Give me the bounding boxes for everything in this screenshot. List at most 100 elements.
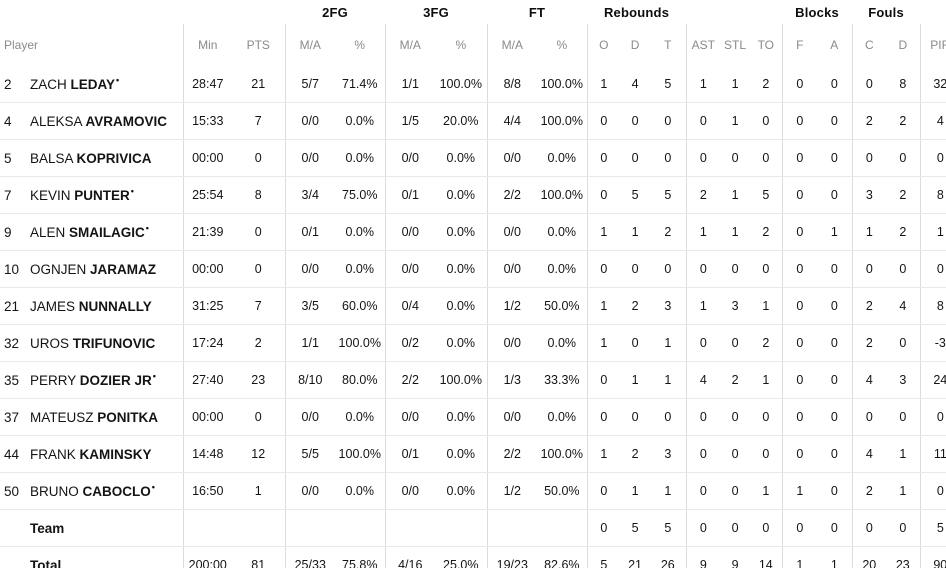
cell-pts xyxy=(232,509,285,547)
cell-min: 25:54 xyxy=(182,176,232,214)
cell-2fg-pct: 75.0% xyxy=(335,176,386,214)
jersey-number: 21 xyxy=(4,298,20,314)
cell-min: 15:33 xyxy=(182,102,232,140)
team-row: Team 0 5 5 0 0 0 0 0 0 0 5 xyxy=(0,509,946,547)
cell-blk-a: 1 xyxy=(817,213,853,251)
player-last-name: CABOCLO xyxy=(82,483,151,499)
cell-reb-t: 5 xyxy=(650,66,687,103)
cell-reb-d: 2 xyxy=(620,287,651,325)
player-last-name: PUNTER xyxy=(74,187,130,203)
cell-blk-f: 0 xyxy=(781,435,818,473)
cell-stl: 1 xyxy=(720,176,751,214)
cell-reb-t: 0 xyxy=(650,102,687,140)
cell-foul-c: 0 xyxy=(851,139,887,177)
cell-to: 2 xyxy=(750,213,783,251)
player-name-cell: 9 ALEN SMAILAGIC• xyxy=(0,213,183,251)
cell-3fg-pct: 0.0% xyxy=(435,213,488,251)
table-header: 2FG 3FG FT Rebounds Blocks Fouls Player Min PTS… xyxy=(0,0,946,66)
cell-ft-pct: 0.0% xyxy=(537,324,588,362)
cell-pir: 4 xyxy=(919,102,946,140)
cell-reb-d: 0 xyxy=(620,324,651,362)
column-header-stl: STL xyxy=(724,38,747,52)
cell-2fg-pct: 71.4% xyxy=(335,66,386,103)
column-header-blk-f: F xyxy=(781,24,818,66)
cell-3fg-pct: 0.0% xyxy=(435,139,488,177)
cell-pir: 32 xyxy=(919,66,946,103)
cell-reb-d: 0 xyxy=(620,139,651,177)
cell-ft-pct: 33.3% xyxy=(537,361,588,399)
cell-stl: 2 xyxy=(720,361,751,399)
cell-ft-pct: 0.0% xyxy=(537,250,588,288)
player-first-name: MATEUSZ xyxy=(30,409,98,425)
cell-3fg-pct: 25.0% xyxy=(435,546,488,568)
cell-ft-pct: 0.0% xyxy=(537,139,588,177)
cell-2fg-pct: 0.0% xyxy=(335,398,386,436)
cell-blk-f: 0 xyxy=(781,324,818,362)
column-header-2fg-ma: M/A xyxy=(284,24,335,66)
cell-foul-c: 2 xyxy=(851,324,887,362)
cell-blk-f: 0 xyxy=(781,361,818,399)
cell-reb-o: 0 xyxy=(586,472,621,510)
player-row: 2 ZACH LEDAY• 28:47 21 5/7 71.4% 1/1 100.0% 8/8 1… xyxy=(0,66,946,103)
player-name-cell: 10 OGNJEN JARAMAZ xyxy=(0,250,183,288)
player-last-name: DOZIER JR xyxy=(79,372,152,388)
jersey-number: 37 xyxy=(4,409,20,425)
cell-pts: 7 xyxy=(232,102,285,140)
cell-2fg-ma: 3/5 xyxy=(284,287,335,325)
cell-blk-a: 0 xyxy=(817,509,853,547)
cell-foul-d: 2 xyxy=(886,213,921,251)
cell-2fg-ma: 3/4 xyxy=(284,176,335,214)
player-first-name: ALEKSA xyxy=(30,113,86,129)
column-header-pts: PTS xyxy=(246,38,270,52)
cell-blk-a: 0 xyxy=(817,361,853,399)
player-first-name: OGNJEN xyxy=(30,261,91,277)
cell-ast: 0 xyxy=(685,435,721,473)
cell-blk-f: 0 xyxy=(781,287,818,325)
cell-foul-d: 4 xyxy=(886,287,921,325)
cell-foul-d: 3 xyxy=(886,361,921,399)
cell-ft-ma: 19/23 xyxy=(486,546,538,568)
cell-2fg-ma: 0/0 xyxy=(284,139,335,177)
cell-reb-t: 3 xyxy=(650,287,687,325)
cell-pir: 0 xyxy=(919,250,946,288)
cell-reb-d: 2 xyxy=(620,435,651,473)
cell-stl: 1 xyxy=(720,66,751,103)
cell-ast: 0 xyxy=(685,472,721,510)
cell-stl: 0 xyxy=(720,398,751,436)
player-first-name: ZACH xyxy=(30,76,71,92)
cell-reb-d: 5 xyxy=(620,176,651,214)
cell-2fg-pct: 60.0% xyxy=(335,287,386,325)
cell-reb-o: 0 xyxy=(586,398,621,436)
cell-ft-ma: 0/0 xyxy=(486,398,538,436)
cell-min: 17:24 xyxy=(182,324,232,362)
cell-reb-d: 4 xyxy=(620,66,651,103)
column-header-2fg-pct: % xyxy=(354,38,366,52)
team-label-cell: Team xyxy=(0,509,183,547)
cell-2fg-pct: 80.0% xyxy=(335,361,386,399)
player-last-name: KAMINSKY xyxy=(79,446,152,462)
cell-reb-o: 0 xyxy=(586,509,621,547)
cell-3fg-pct: 0.0% xyxy=(435,435,488,473)
cell-foul-c: 4 xyxy=(851,435,887,473)
cell-to: 2 xyxy=(750,324,783,362)
cell-2fg-ma: 5/5 xyxy=(284,435,335,473)
cell-ast: 0 xyxy=(685,509,721,547)
cell-ast: 0 xyxy=(685,250,721,288)
player-name-cell: 50 BRUNO CABOCLO• xyxy=(0,472,183,510)
starter-mark: • xyxy=(130,186,134,196)
group-header-2fg: 2FG xyxy=(322,4,348,20)
player-last-name: TRIFUNOVIC xyxy=(72,335,156,351)
cell-min: 31:25 xyxy=(182,287,232,325)
column-header-to: TO xyxy=(757,38,775,52)
column-header-reb-o: O xyxy=(586,24,621,66)
cell-blk-f: 0 xyxy=(781,66,818,103)
cell-ft-ma: 0/0 xyxy=(486,139,538,177)
cell-reb-d: 1 xyxy=(620,361,651,399)
total-label: Total xyxy=(30,557,62,568)
player-row: 50 BRUNO CABOCLO• 16:50 1 0/0 0.0% 0/0 0.0% 1/2 5… xyxy=(0,472,946,510)
group-header-blocks: Blocks xyxy=(795,4,839,20)
cell-pts: 0 xyxy=(232,139,285,177)
cell-stl: 9 xyxy=(720,546,751,568)
cell-blk-f: 0 xyxy=(781,250,818,288)
cell-3fg-ma: 0/0 xyxy=(384,472,436,510)
